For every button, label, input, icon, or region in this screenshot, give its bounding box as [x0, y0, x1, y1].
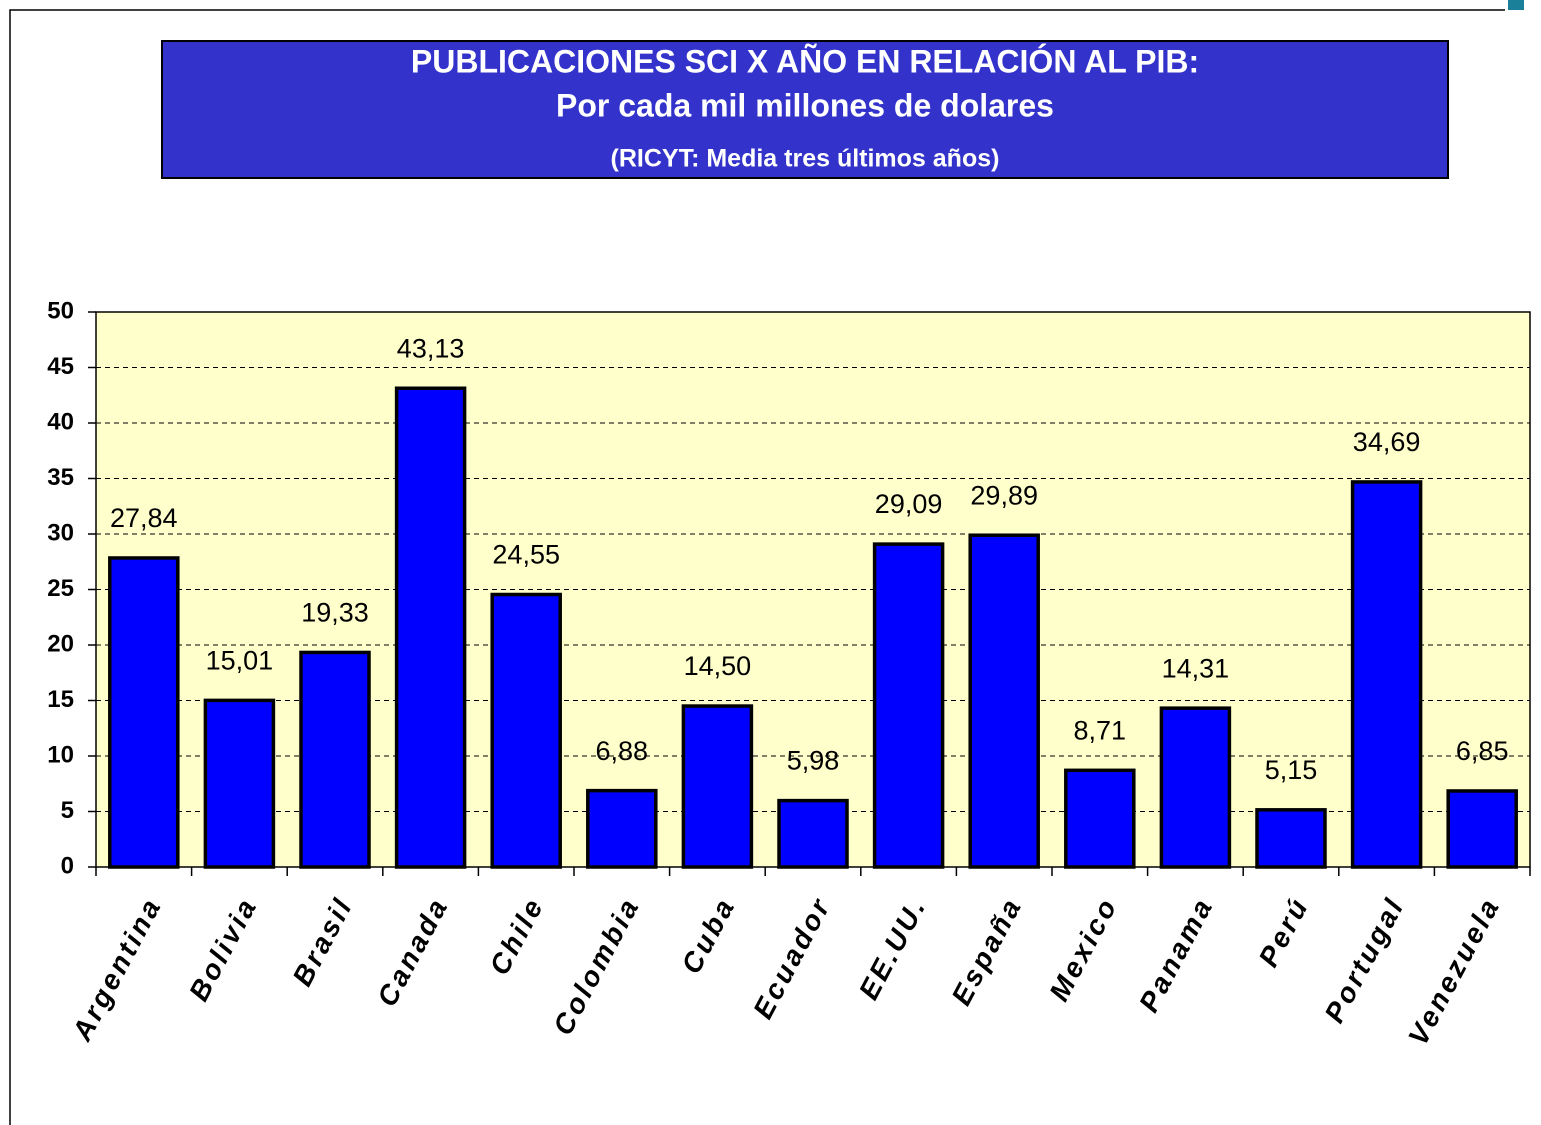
title-box [161, 40, 1449, 179]
bar [1159, 706, 1232, 869]
value-label: 29,09 [875, 489, 943, 519]
y-tick-label: 50 [47, 297, 74, 324]
value-label: 6,88 [596, 736, 649, 766]
bar [681, 704, 754, 869]
y-tick-label: 10 [47, 741, 74, 768]
y-tick-label: 0 [61, 852, 74, 879]
value-label: 14,31 [1162, 653, 1230, 683]
value-label: 24,55 [492, 540, 560, 570]
y-tick-label: 20 [47, 630, 74, 657]
value-label: 43,13 [397, 333, 465, 363]
y-tick-label: 30 [47, 519, 74, 546]
value-label: 8,71 [1074, 715, 1127, 745]
bar [108, 556, 180, 869]
bar [1350, 480, 1423, 869]
chart-note: (RICYT: Media tres últimos años) [611, 145, 1000, 173]
bar [203, 698, 276, 869]
chart-subtitle: Por cada mil millones de dolares [556, 87, 1054, 123]
bar [872, 542, 945, 869]
value-label: 5,98 [787, 746, 840, 776]
logo-fragment [1508, 0, 1524, 10]
frame [9, 9, 1505, 1125]
value-label: 34,69 [1353, 427, 1421, 457]
bar [968, 533, 1040, 869]
bar [777, 798, 849, 869]
bar [394, 386, 467, 869]
bar [1446, 789, 1518, 869]
chart-title: PUBLICACIONES SCI X AÑO EN RELACIÓN AL P… [411, 43, 1199, 79]
y-tick-label: 35 [47, 464, 74, 491]
bar [299, 650, 371, 869]
value-label: 19,33 [301, 598, 369, 628]
y-tick-label: 15 [47, 686, 74, 713]
bar [490, 592, 562, 869]
value-label: 29,89 [970, 480, 1038, 510]
y-tick-label: 25 [47, 575, 74, 602]
y-tick-label: 40 [47, 408, 74, 435]
y-tick-label: 45 [47, 353, 74, 380]
value-label: 15,01 [206, 646, 274, 676]
bar [1255, 808, 1327, 869]
bar [1064, 768, 1136, 869]
bar [586, 788, 658, 869]
value-label: 14,50 [684, 651, 752, 681]
y-tick-label: 5 [61, 797, 74, 824]
value-label: 27,84 [110, 503, 178, 533]
value-label: 6,85 [1456, 736, 1509, 766]
value-label: 5,15 [1265, 755, 1318, 785]
